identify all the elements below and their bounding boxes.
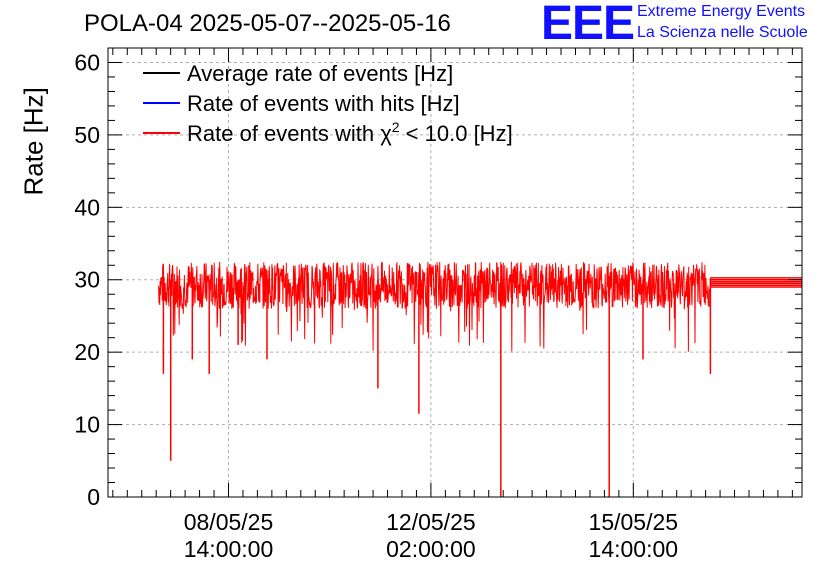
logo-line-1: Extreme Energy Events xyxy=(637,3,806,20)
y-tick-label: 30 xyxy=(74,267,100,293)
series-tail-chi2 xyxy=(710,277,802,288)
x-tick-label-date: 15/05/25 xyxy=(589,509,679,535)
legend-label: Rate of events with χ2 < 10.0 [Hz] xyxy=(187,119,513,146)
x-tick-label-time: 02:00:00 xyxy=(386,536,476,562)
y-tick-label: 60 xyxy=(74,49,100,75)
series-dips-chi2 xyxy=(162,279,712,497)
x-tick-label-time: 14:00:00 xyxy=(589,536,679,562)
y-tick-label: 50 xyxy=(74,122,100,148)
plot-frame xyxy=(107,47,803,498)
x-tick-label-date: 08/05/25 xyxy=(184,509,274,535)
x-tick-label-time: 14:00:00 xyxy=(184,536,274,562)
eee-logo: EEE xyxy=(541,0,635,50)
y-tick-label: 10 xyxy=(74,412,100,438)
legend-label: Average rate of events [Hz] xyxy=(187,61,453,86)
y-tick-label: 20 xyxy=(74,339,100,365)
y-tick-label: 40 xyxy=(74,194,100,220)
logo-line-2: La Scienza nelle Scuole xyxy=(637,24,808,41)
series-line-chi2 xyxy=(158,261,711,352)
chart-title: POLA-04 2025-05-07--2025-05-16 xyxy=(84,10,451,37)
y-tick-label: 0 xyxy=(87,484,100,510)
x-tick-label-date: 12/05/25 xyxy=(386,509,476,535)
legend-label: Rate of events with hits [Hz] xyxy=(187,91,460,116)
